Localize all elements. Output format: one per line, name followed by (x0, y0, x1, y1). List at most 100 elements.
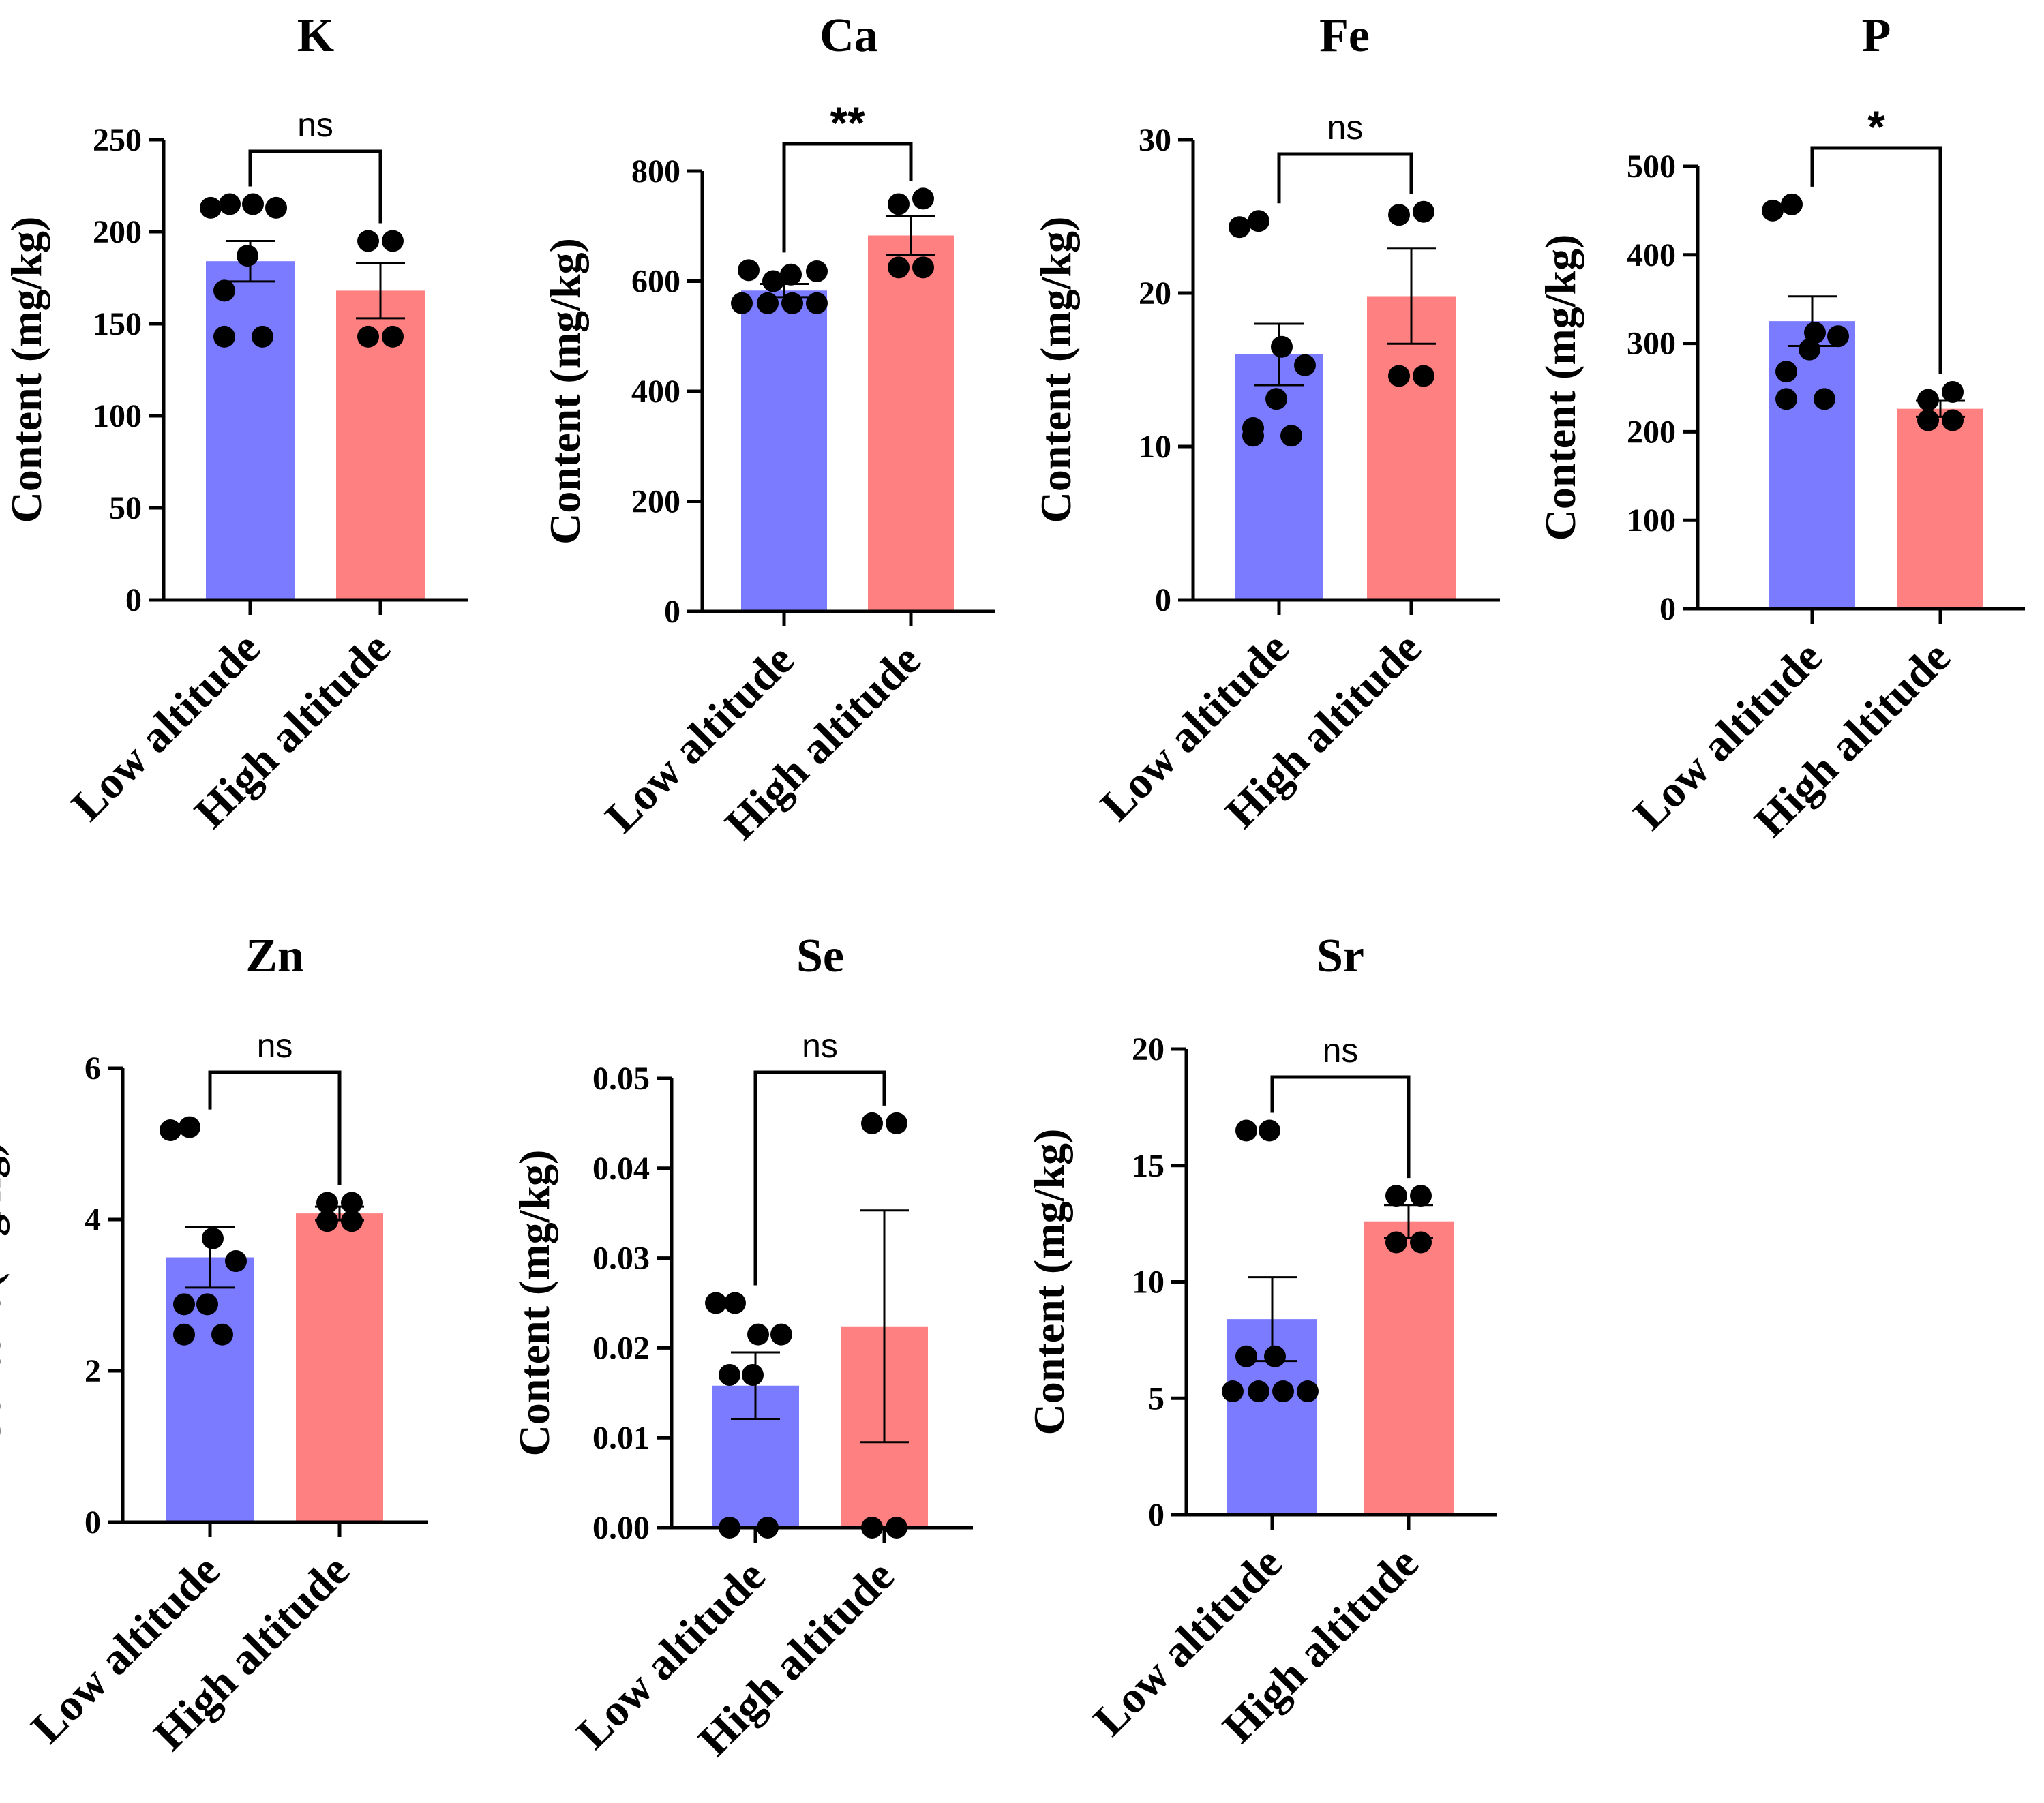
y-tick-label: 600 (631, 264, 680, 300)
data-point (382, 230, 404, 252)
data-point (341, 1210, 363, 1232)
y-tick-label: 400 (1627, 237, 1676, 273)
significance-bracket (753, 1070, 886, 1286)
data-point (1248, 1380, 1269, 1403)
data-point (1917, 409, 1939, 431)
data-point (1410, 1231, 1432, 1254)
significance-bracket (1277, 152, 1413, 204)
y-tick-label: 15 (1132, 1148, 1164, 1184)
y-tick-label: 200 (1627, 414, 1676, 450)
y-tick-label: 200 (631, 484, 680, 520)
panel-title: Se (796, 930, 844, 982)
y-tick-label: 300 (1627, 326, 1676, 362)
data-point (242, 193, 264, 215)
data-point (1385, 1185, 1407, 1207)
data-point (1781, 193, 1803, 215)
significance-label: ns (297, 106, 333, 144)
bar-high-altitude (336, 290, 425, 600)
significance-label: ns (1327, 108, 1364, 147)
y-tick-label: 0 (1148, 1497, 1164, 1533)
data-point (888, 193, 910, 215)
y-tick-label: 0 (85, 1504, 101, 1541)
y-axis-title: Content (mg/kg) (1536, 234, 1584, 541)
data-point (731, 292, 753, 314)
y-tick-label: 0.00 (592, 1510, 650, 1546)
y-tick-label: 10 (1132, 1264, 1164, 1301)
y-tick-label: 100 (93, 398, 142, 434)
y-axis-title: Content (mg/kg) (0, 1142, 10, 1449)
data-point (173, 1323, 195, 1346)
y-axis-title: Content (mg/kg) (510, 1150, 558, 1457)
significance-bracket (1270, 1075, 1411, 1179)
data-point (861, 1112, 883, 1134)
data-point (357, 230, 379, 252)
y-tick-label: 200 (93, 214, 142, 250)
data-point (806, 260, 828, 282)
data-point (202, 1227, 224, 1249)
y-tick-label: 20 (1132, 1031, 1164, 1067)
data-point (1942, 409, 1964, 431)
data-point (225, 1250, 247, 1273)
y-tick-label: 0 (1659, 591, 1676, 627)
y-axis-title: Content (mg/kg) (1032, 217, 1080, 524)
panel-title: Sr (1317, 930, 1364, 982)
y-tick-label: 6 (85, 1050, 101, 1087)
y-tick-label: 2 (85, 1353, 101, 1389)
y-tick-label: 500 (1627, 149, 1676, 185)
panel-title: Ca (820, 10, 878, 62)
data-point (213, 325, 235, 348)
data-point (237, 245, 258, 267)
bar-low-altitude (741, 290, 827, 611)
data-point (382, 325, 404, 348)
data-point (912, 256, 934, 279)
y-tick-label: 100 (1627, 502, 1676, 539)
data-point (1242, 425, 1264, 447)
data-point (1775, 388, 1797, 410)
y-tick-label: 800 (631, 153, 680, 190)
y-tick-label: 0.03 (592, 1241, 650, 1277)
data-point (252, 325, 273, 348)
data-point (1814, 388, 1835, 410)
y-axis-title: Content (mg/kg) (2, 217, 50, 524)
y-tick-label: 150 (93, 306, 142, 342)
data-point (1297, 1380, 1319, 1403)
data-point (1942, 380, 1964, 403)
data-point (1762, 199, 1784, 222)
data-point (160, 1119, 181, 1142)
significance-bracket (208, 1070, 342, 1185)
y-tick-label: 10 (1139, 429, 1171, 465)
data-point (1388, 365, 1410, 387)
data-point (806, 292, 828, 314)
data-point (316, 1192, 338, 1214)
data-point (265, 196, 287, 219)
data-point (912, 187, 934, 210)
data-point (1272, 1380, 1294, 1403)
panel-title: K (297, 10, 334, 62)
data-point (770, 1323, 792, 1346)
y-tick-label: 400 (631, 374, 680, 410)
significance-label: ns (802, 1027, 838, 1065)
bar-high-altitude (296, 1213, 383, 1522)
data-point (219, 193, 241, 215)
y-tick-label: 4 (85, 1202, 101, 1238)
data-point (200, 196, 222, 219)
data-point (705, 1292, 727, 1314)
data-point (781, 292, 803, 314)
data-point (211, 1323, 233, 1346)
data-point (1229, 216, 1250, 239)
data-point (357, 325, 379, 348)
data-point (1385, 1231, 1407, 1254)
y-tick-label: 0.05 (592, 1061, 650, 1097)
data-point (724, 1292, 746, 1314)
data-point (1222, 1380, 1244, 1403)
data-point (888, 256, 910, 279)
y-tick-label: 0 (664, 594, 680, 630)
y-axis-title: Content (mg/kg) (541, 238, 589, 545)
data-point (1804, 322, 1826, 344)
y-tick-label: 20 (1139, 275, 1171, 312)
